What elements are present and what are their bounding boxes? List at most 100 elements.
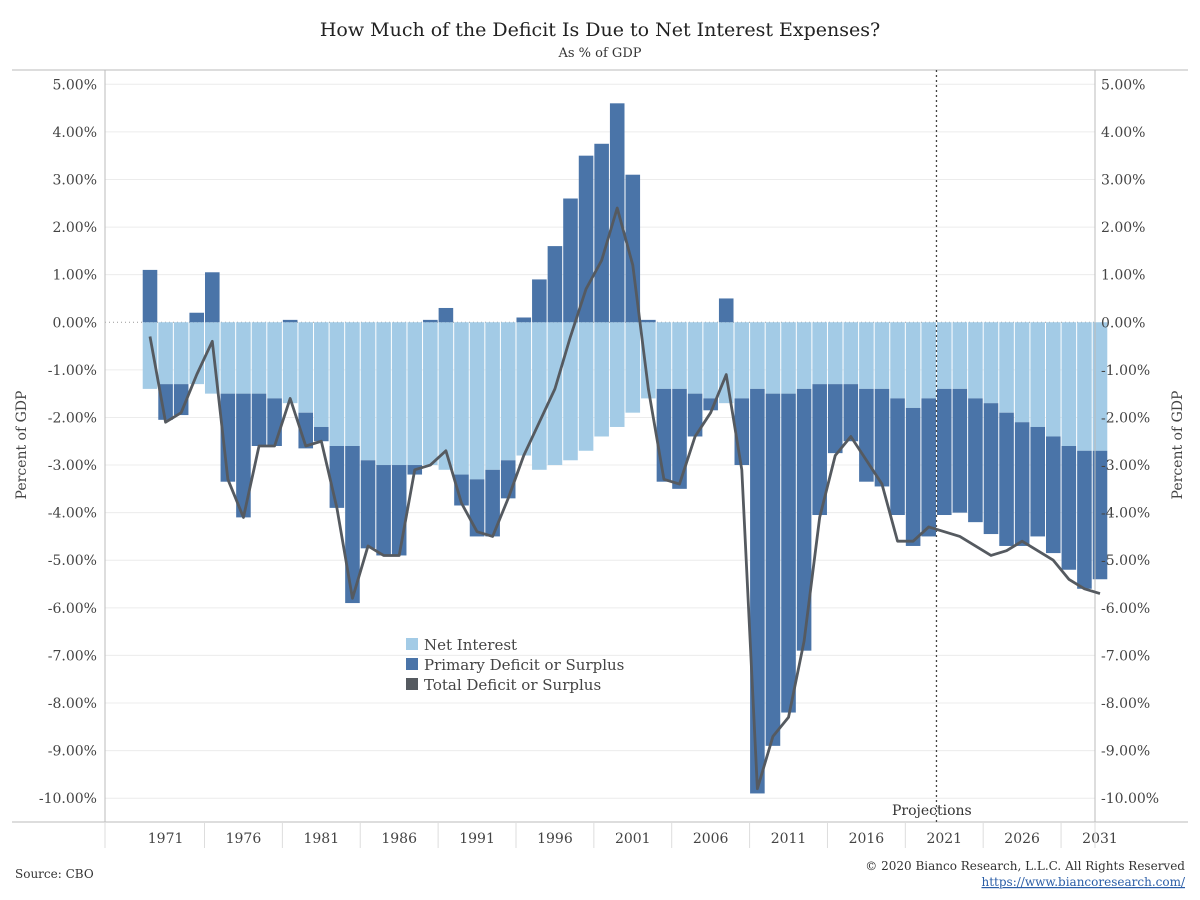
y-tick-label-right: 2.00% bbox=[1101, 220, 1145, 236]
bar-primary bbox=[1061, 446, 1077, 570]
bar-net-interest bbox=[672, 322, 687, 389]
x-tick-label: 2006 bbox=[693, 831, 729, 847]
bar-primary bbox=[563, 198, 578, 323]
y-axis-right-ticks: 5.00% 4.00% 3.00% 2.00% 1.00% 0.00% -1.00% -2.0… bbox=[1101, 77, 1159, 807]
bar-primary bbox=[796, 388, 812, 651]
y-tick-label-left: -5.00% bbox=[48, 553, 97, 569]
bar-net-interest bbox=[563, 322, 578, 461]
bar-primary bbox=[376, 465, 391, 556]
bar-net-interest bbox=[454, 322, 469, 475]
y-tick-label-left: 2.00% bbox=[53, 220, 97, 236]
bar-primary bbox=[329, 446, 345, 508]
x-tick-label: 2011 bbox=[771, 831, 807, 847]
legend-swatch-primary bbox=[406, 658, 418, 670]
bar-primary bbox=[968, 398, 983, 523]
bar-net-interest bbox=[1030, 322, 1045, 427]
bar-net-interest bbox=[485, 322, 500, 470]
bar-net-interest bbox=[345, 322, 360, 446]
bar-primary bbox=[282, 319, 298, 323]
y-tick-label-left: -1.00% bbox=[48, 363, 97, 379]
y-tick-label-right: -6.00% bbox=[1101, 601, 1150, 617]
bar-net-interest bbox=[438, 322, 454, 470]
bar-primary bbox=[703, 398, 718, 411]
legend-label-primary: Primary Deficit or Surplus bbox=[424, 656, 624, 674]
y-tick-label-right: -1.00% bbox=[1101, 363, 1150, 379]
bar-primary bbox=[267, 398, 282, 446]
bar-net-interest bbox=[532, 322, 547, 470]
y-tick-label-left: -3.00% bbox=[48, 458, 97, 474]
bar-net-interest bbox=[329, 322, 345, 446]
x-tick-label: 2016 bbox=[849, 831, 885, 847]
y-axis-label-right: Percent of GDP bbox=[1170, 391, 1186, 500]
projections-label: Projections bbox=[892, 803, 972, 819]
bar-primary bbox=[205, 272, 220, 323]
bar-net-interest bbox=[220, 322, 236, 394]
bar-net-interest bbox=[703, 322, 718, 399]
bar-primary bbox=[827, 384, 843, 454]
bar-primary bbox=[812, 384, 827, 516]
plot-frame bbox=[12, 69, 1188, 823]
bar-net-interest bbox=[750, 322, 765, 389]
bar-net-interest bbox=[641, 322, 656, 399]
y-tick-label-left: -7.00% bbox=[48, 648, 97, 664]
bar-primary bbox=[189, 312, 205, 323]
y-tick-label-left: -4.00% bbox=[48, 506, 97, 522]
bar-primary bbox=[1030, 426, 1045, 537]
total-deficit-line bbox=[148, 206, 1101, 791]
bar-primary bbox=[454, 474, 469, 506]
x-tick-label: 1981 bbox=[303, 831, 339, 847]
website-link[interactable]: https://www.biancoresearch.com/ bbox=[981, 875, 1185, 889]
y-tick-label-left: 4.00% bbox=[53, 125, 97, 141]
y-tick-label-left: 1.00% bbox=[53, 268, 97, 284]
x-axis-ticks: 1971 1976 1981 1986 1991 1996 2001 2006 2011 2016… bbox=[104, 822, 1118, 848]
bar-net-interest bbox=[718, 322, 734, 404]
bar-net-interest bbox=[173, 322, 189, 385]
x-tick-label: 1976 bbox=[226, 831, 262, 847]
bar-net-interest bbox=[1092, 322, 1108, 451]
bar-net-interest bbox=[874, 322, 890, 389]
bar-primary bbox=[983, 403, 999, 535]
bar-primary bbox=[142, 269, 158, 323]
bar-net-interest bbox=[983, 322, 999, 404]
y-tick-label-right: 0.00% bbox=[1101, 315, 1145, 331]
bar-net-interest bbox=[656, 322, 672, 389]
y-tick-label-left: -10.00% bbox=[39, 791, 97, 807]
y-tick-label-left: 5.00% bbox=[53, 77, 97, 93]
y-axis-left-ticks: 5.00% 4.00% 3.00% 2.00% 1.00% 0.00% -1.00% -2.0… bbox=[39, 77, 97, 807]
bar-primary bbox=[485, 469, 500, 537]
y-tick-label-left: -6.00% bbox=[48, 601, 97, 617]
bar-net-interest bbox=[765, 322, 781, 394]
bar-primary bbox=[469, 479, 485, 537]
copyright-note: © 2020 Bianco Research, L.L.C. All Right… bbox=[865, 859, 1185, 873]
bar-primary bbox=[999, 412, 1014, 546]
y-tick-label-right: 1.00% bbox=[1101, 268, 1145, 284]
bar-primary bbox=[220, 393, 236, 482]
bar-net-interest bbox=[905, 322, 921, 408]
bar-net-interest bbox=[469, 322, 485, 480]
bar-primary bbox=[1045, 436, 1061, 554]
legend-label-net-interest: Net Interest bbox=[424, 636, 517, 654]
bar-primary bbox=[251, 393, 267, 446]
bar-net-interest bbox=[407, 322, 423, 466]
bar-primary bbox=[298, 412, 314, 449]
bar-primary bbox=[874, 388, 890, 487]
y-tick-label-left: 3.00% bbox=[53, 172, 97, 188]
bar-primary bbox=[345, 446, 360, 604]
bar-net-interest bbox=[500, 322, 516, 461]
x-tick-label: 1996 bbox=[537, 831, 573, 847]
bar-primary bbox=[750, 388, 765, 794]
y-tick-label-right: -9.00% bbox=[1101, 744, 1150, 760]
bar-net-interest bbox=[391, 322, 407, 466]
bar-net-interest bbox=[812, 322, 827, 385]
bar-net-interest bbox=[843, 322, 859, 385]
bar-primary bbox=[641, 319, 656, 323]
bar-net-interest bbox=[827, 322, 843, 385]
bar-primary bbox=[656, 388, 672, 482]
bar-primary bbox=[1092, 450, 1108, 580]
y-axis-label-left: Percent of GDP bbox=[14, 391, 30, 500]
bar-primary bbox=[391, 465, 407, 556]
bar-net-interest bbox=[625, 322, 641, 413]
bar-net-interest bbox=[1061, 322, 1077, 446]
chart-title: How Much of the Deficit Is Due to Net In… bbox=[320, 19, 880, 41]
